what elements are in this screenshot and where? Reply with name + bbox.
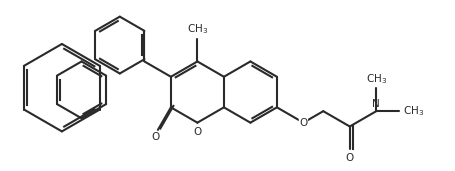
Text: CH$_3$: CH$_3$ (187, 23, 207, 36)
Text: O: O (151, 132, 160, 142)
Text: O: O (345, 153, 353, 163)
Text: N: N (372, 99, 379, 109)
Text: O: O (298, 118, 307, 128)
Text: O: O (193, 127, 201, 137)
Text: CH$_3$: CH$_3$ (365, 72, 386, 86)
Text: CH$_3$: CH$_3$ (402, 104, 423, 118)
